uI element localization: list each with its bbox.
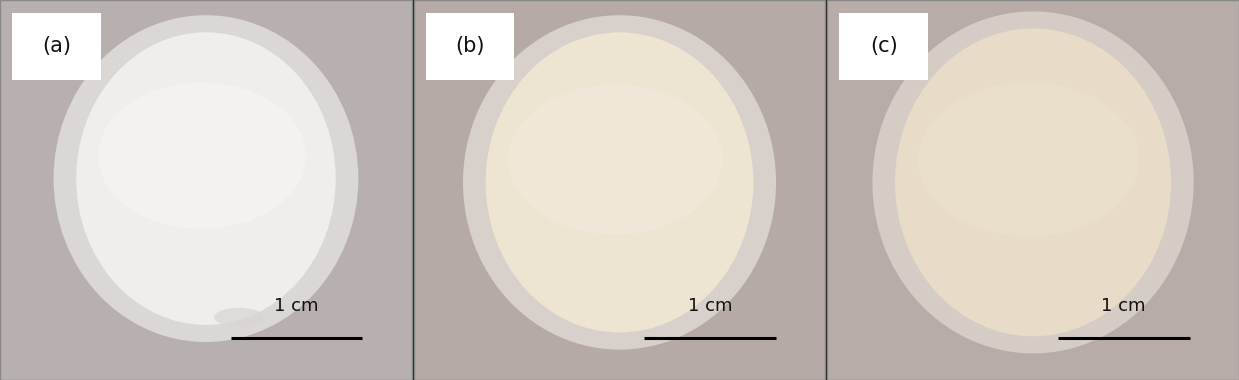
FancyBboxPatch shape xyxy=(426,13,514,80)
Text: (a): (a) xyxy=(42,36,72,56)
Ellipse shape xyxy=(508,84,722,234)
Ellipse shape xyxy=(895,28,1171,336)
Ellipse shape xyxy=(463,15,776,350)
Text: 1 cm: 1 cm xyxy=(688,298,732,315)
Ellipse shape xyxy=(77,32,336,325)
Text: 1 cm: 1 cm xyxy=(1101,298,1146,315)
Ellipse shape xyxy=(872,11,1193,353)
Ellipse shape xyxy=(214,308,264,327)
Ellipse shape xyxy=(486,32,753,332)
Text: (b): (b) xyxy=(456,36,486,56)
FancyBboxPatch shape xyxy=(840,13,928,80)
Text: 1 cm: 1 cm xyxy=(274,298,318,315)
Ellipse shape xyxy=(53,15,358,342)
Ellipse shape xyxy=(98,82,306,229)
Ellipse shape xyxy=(918,82,1140,236)
Text: (c): (c) xyxy=(870,36,898,56)
FancyBboxPatch shape xyxy=(12,13,100,80)
